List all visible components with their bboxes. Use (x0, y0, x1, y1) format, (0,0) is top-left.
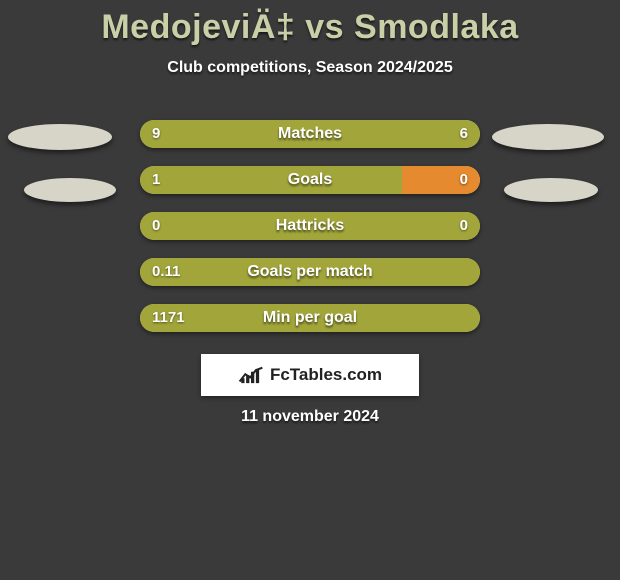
date-label: 11 november 2024 (0, 408, 620, 426)
page-title: MedojeviÄ‡ vs Smodlaka (0, 0, 620, 47)
stat-row: 10Goals (0, 166, 620, 194)
stat-fill-right (402, 166, 480, 194)
page-subtitle: Club competitions, Season 2024/2025 (0, 59, 620, 77)
brand-label: FcTables.com (270, 365, 382, 385)
stat-fill-left (140, 212, 480, 240)
stat-fill-left (140, 166, 402, 194)
stat-value-right: 6 (460, 120, 468, 148)
stat-track: 1171Min per goal (140, 304, 480, 332)
stat-fill-left (140, 258, 480, 286)
stat-value-left: 9 (152, 120, 160, 148)
stat-fill-left (140, 304, 480, 332)
stat-value-left: 1 (152, 166, 160, 194)
stat-row: 0.11Goals per match (0, 258, 620, 286)
stat-row: 1171Min per goal (0, 304, 620, 332)
stat-value-left: 0 (152, 212, 160, 240)
page-root: MedojeviÄ‡ vs Smodlaka Club competitions… (0, 0, 620, 580)
stat-track: 96Matches (140, 120, 480, 148)
stat-row: 96Matches (0, 120, 620, 148)
stat-row: 00Hattricks (0, 212, 620, 240)
stat-value-left: 1171 (152, 304, 185, 332)
brand-badge[interactable]: FcTables.com (201, 354, 419, 396)
comparison-bars-area: 96Matches10Goals00Hattricks0.11Goals per… (0, 120, 620, 350)
stat-value-right: 0 (460, 212, 468, 240)
stat-value-left: 0.11 (152, 258, 180, 286)
brand-chart-icon (238, 365, 264, 385)
stat-track: 0.11Goals per match (140, 258, 480, 286)
stat-track: 00Hattricks (140, 212, 480, 240)
stat-fill-left (140, 120, 480, 148)
stat-value-right: 0 (460, 166, 468, 194)
stat-track: 10Goals (140, 166, 480, 194)
